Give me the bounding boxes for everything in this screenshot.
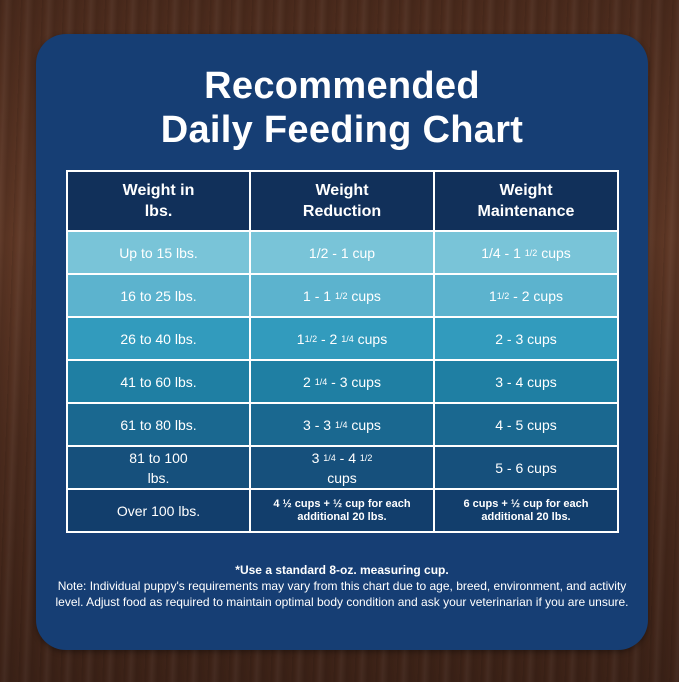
reduction-cell: 1 - 1 1/2 cups [249,273,435,318]
fraction-sup: 1/4 [334,419,348,430]
measuring-cup-note: *Use a standard 8-oz. measuring cup. [235,563,449,577]
amount-line1: 6 cups + ½ cup for each [463,497,589,510]
header-weight: Weight in lbs. [66,170,251,232]
fraction-sup: 1/4 [341,333,354,344]
amount-text: - 3 cups [327,373,381,390]
maintenance-cell: 1/4 - 1 1/2 cups [433,230,619,275]
amount-text: 1 [296,330,305,347]
header-row: Weight in lbs. Weight Reduction Weight M… [66,170,619,232]
chart-title-line2: Daily Feeding Chart [160,109,524,151]
weight-cell: 41 to 60 lbs. [66,359,251,404]
amount-text: - 2 cups [509,287,563,304]
weight-cell: 61 to 80 lbs. [66,402,251,447]
reduction-cell: 3 1/4 - 4 1/2 cups [249,445,435,490]
fraction-sup: 1/4 [314,376,328,387]
maintenance-cell: 11/2 - 2 cups [433,273,619,318]
header-reduction-line2: Reduction [302,203,382,220]
header-reduction-line1: Weight [315,182,369,199]
weight-cell: Over 100 lbs. [66,488,251,533]
header-maintenance-line1: Weight [499,182,553,199]
table-row: 61 to 80 lbs. 3 - 3 1/4 cups 4 - 5 cups [66,402,619,447]
maintenance-cell: 6 cups + ½ cup for each additional 20 lbs… [433,488,619,533]
amount-line1: 4 ½ cups + ½ cup for each [273,497,411,510]
amount-text: cups [327,469,357,486]
fraction-sup: 1/2 [334,290,348,301]
amount-text: 1 [488,287,497,304]
feeding-table: Weight in lbs. Weight Reduction Weight M… [66,170,619,533]
amount-text: 3 [311,449,324,466]
table-row: Over 100 lbs. 4 ½ cups + ½ cup for each a… [66,488,619,533]
table-row: 81 to 100 lbs. 3 1/4 - 4 1/2 cups 5 - 6 cu… [66,445,619,490]
amount-line2: additional 20 lbs. [297,510,387,523]
amount-text: cups [347,287,381,304]
amount-text: - 4 [335,449,360,466]
maintenance-cell: 3 - 4 cups [433,359,619,404]
amount-text: cups [347,416,381,433]
fraction-sup: 1/2 [359,452,373,463]
reduction-cell: 3 - 3 1/4 cups [249,402,435,447]
weight-line2: lbs. [147,469,170,486]
reduction-cell: 1/2 - 1 cup [249,230,435,275]
weight-cell: 26 to 40 lbs. [66,316,251,361]
maintenance-cell: 4 - 5 cups [433,402,619,447]
amount-text: 2 [303,373,315,390]
header-weight-line2: lbs. [144,203,173,220]
amount-text: - 2 [317,330,342,347]
table-row: 26 to 40 lbs. 11/2 - 2 1/4 cups 2 - 3 cu… [66,316,619,361]
table-row: 41 to 60 lbs. 2 1/4 - 3 cups 3 - 4 cups [66,359,619,404]
amount-text: 3 - 3 [303,416,335,433]
header-reduction: Weight Reduction [249,170,435,232]
weight-cell: 16 to 25 lbs. [66,273,251,318]
header-maintenance-line2: Maintenance [477,203,575,220]
reduction-cell: 11/2 - 2 1/4 cups [249,316,435,361]
disclaimer-note: Note: Individual puppy's requirements ma… [55,579,629,609]
header-weight-line1: Weight in [122,182,195,199]
amount-text: 1/4 - 1 [481,244,525,261]
fraction-sup: 1/2 [496,290,510,301]
fraction-sup: 1/2 [524,247,538,258]
table-row: Up to 15 lbs. 1/2 - 1 cup 1/4 - 1 1/2 cu… [66,230,619,275]
chart-title-line1: Recommended [204,65,480,107]
amount-line2: additional 20 lbs. [481,510,571,523]
header-maintenance: Weight Maintenance [433,170,619,232]
feeding-chart-card: Recommended Daily Feeding Chart Weight i… [36,34,648,650]
amount-text: cups [537,244,571,261]
fraction-sup: 1/2 [304,333,318,344]
weight-cell: 81 to 100 lbs. [66,445,251,490]
maintenance-cell: 2 - 3 cups [433,316,619,361]
amount-text: 1 - 1 [303,287,335,304]
reduction-cell: 4 ½ cups + ½ cup for each additional 20 l… [249,488,435,533]
table-row: 16 to 25 lbs. 1 - 1 1/2 cups 11/2 - 2 cu… [66,273,619,318]
weight-line1: 81 to 100 [129,449,188,466]
amount-text: cups [353,330,388,347]
weight-cell: Up to 15 lbs. [66,230,251,275]
maintenance-cell: 5 - 6 cups [433,445,619,490]
fraction-sup: 1/4 [323,452,336,463]
reduction-cell: 2 1/4 - 3 cups [249,359,435,404]
